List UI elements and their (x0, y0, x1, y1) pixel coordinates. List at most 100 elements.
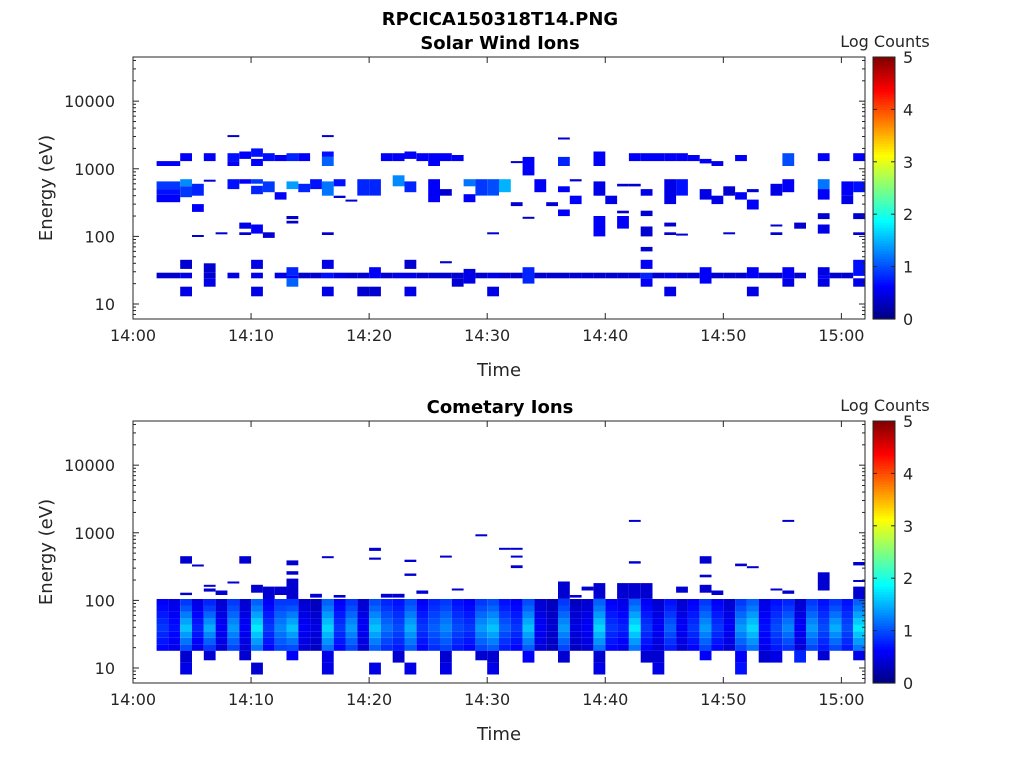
spectrogram-cell (841, 624, 854, 632)
colorbar-tick-label: 5 (903, 412, 913, 431)
spectrogram-cell (782, 618, 795, 625)
spectrogram-cell (628, 583, 641, 599)
colorbar-gradient-step (873, 525, 895, 530)
spectrogram-cell (782, 637, 795, 645)
spectrogram-cell (806, 618, 818, 625)
spectrogram-cell (664, 637, 677, 645)
colorbar-gradient-step (873, 101, 895, 105)
colorbar-gradient-step (873, 567, 895, 571)
spectrogram-cell (628, 618, 641, 625)
spectrogram-cell (321, 644, 334, 651)
spectrogram-cell (640, 631, 653, 638)
colorbar-gradient-step (873, 491, 895, 495)
colorbar-gradient-step (873, 523, 895, 527)
colorbar-gradient-step (873, 311, 895, 315)
spectrogram-cell (758, 272, 771, 279)
colorbar-gradient-step (873, 83, 895, 87)
spectrogram-cell (510, 555, 523, 558)
colorbar-gradient-step (873, 237, 895, 241)
spectrogram-cell (581, 599, 594, 606)
spectrogram-cell (640, 583, 653, 599)
spectrogram-cell (817, 650, 830, 661)
spectrogram-cell (652, 153, 665, 162)
spectrogram-cell (251, 259, 263, 269)
spectrogram-cell (440, 624, 452, 632)
spectrogram-cell (463, 611, 476, 619)
spectrogram-cell (251, 662, 263, 675)
colorbar-gradient-step (873, 541, 895, 545)
spectrogram-cell (404, 286, 417, 297)
spectrogram-cell (817, 618, 830, 625)
spectrogram-cell (628, 183, 641, 187)
spectrogram-cell (392, 153, 405, 162)
x-tick-label: 14:00 (110, 690, 156, 709)
spectrogram-cell (558, 605, 570, 612)
spectrogram-cell (298, 183, 311, 193)
colorbar-gradient-step (873, 515, 895, 519)
spectrogram-cell (192, 631, 204, 638)
spectrogram-cell (676, 631, 688, 638)
colorbar-gradient-step (873, 507, 895, 511)
spectrogram-cell (487, 650, 499, 663)
spectrogram-cell (593, 151, 606, 166)
spectrogram-cell (853, 644, 865, 651)
spectrogram-cell (735, 650, 747, 663)
spectrogram-cell (333, 595, 346, 598)
spectrogram-cell (829, 624, 842, 632)
spectrogram-cell (687, 644, 700, 651)
spectrogram-cell (558, 272, 570, 279)
spectrogram-cell (652, 599, 665, 606)
spectrogram-cell (640, 259, 653, 269)
spectrogram-cell (534, 272, 547, 279)
spectrogram-cell (345, 644, 358, 651)
colorbar-gradient-step (873, 98, 895, 103)
spectrogram-cell (699, 189, 712, 200)
spectrogram-cell (239, 644, 252, 651)
spectrogram-cell (392, 599, 405, 606)
spectrogram-cell (817, 637, 830, 645)
spectrogram-cell (416, 611, 429, 619)
spectrogram-cell (416, 272, 429, 279)
spectrogram-cell (770, 611, 783, 619)
spectrogram-cell (168, 624, 181, 632)
spectrogram-cell (180, 556, 192, 564)
spectrogram-cell (581, 637, 594, 645)
spectrogram-cell (428, 179, 440, 203)
x-tick-label: 15:00 (818, 326, 864, 345)
spectrogram-cell (817, 224, 830, 234)
spectrogram-cell (499, 547, 511, 550)
spectrogram-cell (392, 624, 405, 632)
spectrogram-cell (333, 644, 346, 651)
colorbar-gradient-step (873, 570, 895, 574)
x-tick-label: 14:10 (228, 326, 274, 345)
spectrogram-cell (392, 611, 405, 619)
colorbar-gradient-step (873, 622, 895, 626)
spectrogram-cell (404, 573, 417, 576)
colorbar-gradient-step (873, 125, 895, 129)
spectrogram-cell (428, 644, 440, 651)
colorbar-frame (872, 56, 896, 320)
spectrogram-cell (676, 618, 688, 625)
spectrogram-cell (475, 618, 488, 625)
colorbar-tick-label: 1 (903, 622, 913, 641)
colorbar-gradient-step (873, 470, 895, 474)
spectrogram-cell (723, 644, 736, 651)
colorbar-tick-label: 3 (903, 153, 913, 172)
colorbar-gradient-step (873, 549, 895, 553)
spectrogram-cell (239, 611, 252, 619)
spectrogram-cell (227, 637, 240, 645)
spectrogram-cell (699, 158, 712, 164)
colorbar-gradient-step (873, 190, 895, 194)
spectrogram-cell (286, 644, 299, 651)
spectrogram-cell (321, 618, 334, 625)
spectrogram-cell (215, 618, 228, 625)
colorbar-gradient-step (873, 62, 895, 66)
spectrogram-cell (617, 583, 629, 599)
spectrogram-cell (569, 624, 582, 632)
spectrogram-cell (440, 631, 452, 638)
spectrogram-cell (274, 155, 287, 162)
spectrogram-cell (794, 611, 806, 619)
colorbar-gradient-step (873, 85, 895, 90)
spectrogram-cell (357, 637, 370, 645)
spectrogram-cell (262, 153, 275, 162)
